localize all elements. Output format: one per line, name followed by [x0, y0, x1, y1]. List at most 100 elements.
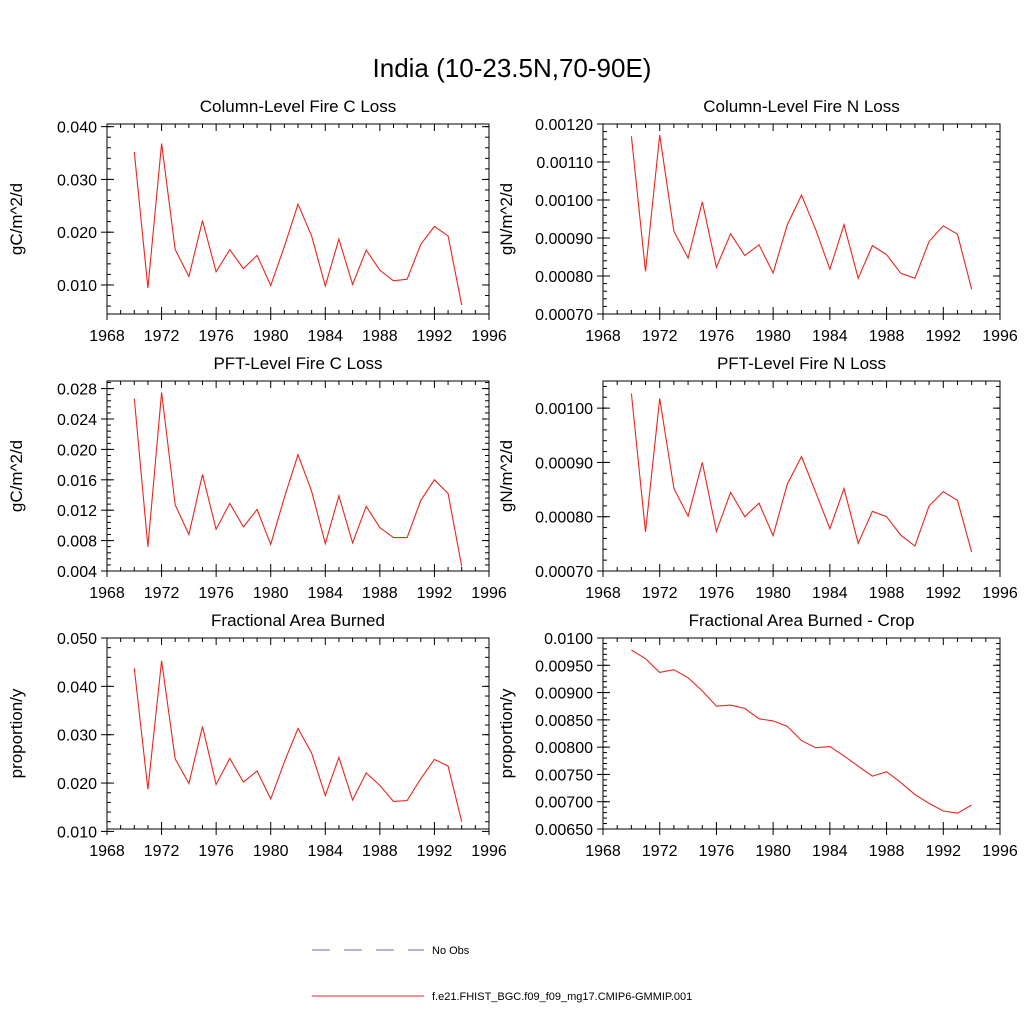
x-tick-label: 1992 — [925, 585, 961, 602]
y-tick-label: 0.00070 — [535, 564, 593, 581]
x-tick-label: 1976 — [198, 843, 234, 860]
panel-title: Fractional Area Burned — [211, 611, 385, 630]
x-tick-label: 1984 — [812, 328, 848, 345]
panel-title: PFT-Level Fire N Loss — [717, 354, 886, 373]
series-line — [133, 143, 463, 306]
series-line — [630, 393, 973, 553]
series-line — [630, 134, 973, 290]
y-tick-label: 0.008 — [57, 534, 97, 551]
x-tick-label: 1976 — [198, 585, 234, 602]
panel-2: Column-Level Fire N Loss gN/m^2/d 1968 1972… — [497, 97, 1018, 345]
x-tick-label: 1980 — [253, 843, 289, 860]
x-tick-label: 1988 — [869, 328, 905, 345]
plot-frame — [602, 637, 1001, 830]
y-tick-label: 0.030 — [57, 172, 97, 189]
plot-frame — [106, 123, 490, 315]
x-tick-label: 1984 — [812, 843, 848, 860]
x-tick-label: 1996 — [982, 328, 1018, 345]
y-axis-label: gC/m^2/d — [7, 440, 26, 512]
series-line — [631, 649, 972, 814]
panels: Column-Level Fire C Loss gC/m^2/d 1968 1972… — [7, 97, 1018, 860]
x-tick-label: 1972 — [144, 328, 180, 345]
x-tick-label: 1980 — [755, 585, 791, 602]
x-tick-label: 1976 — [198, 328, 234, 345]
y-tick-label: 0.00080 — [535, 269, 593, 286]
y-axis-label: gN/m^2/d — [497, 183, 516, 255]
x-tick-label: 1968 — [89, 328, 125, 345]
panel-5: Fractional Area Burned proportion/y 1968 19… — [7, 611, 507, 860]
y-tick-label: 0.00070 — [535, 307, 593, 324]
x-tick-label: 1996 — [471, 585, 507, 602]
y-tick-label: 0.00750 — [535, 767, 593, 784]
plot-frame — [106, 637, 490, 830]
y-axis-label: gN/m^2/d — [497, 440, 516, 512]
y-tick-label: 0.016 — [57, 473, 97, 490]
y-tick-label: 0.00090 — [535, 231, 593, 248]
x-tick-label: 1988 — [362, 328, 398, 345]
x-tick-label: 1968 — [585, 843, 621, 860]
y-tick-label: 0.00110 — [536, 155, 593, 172]
x-tick-label: 1984 — [307, 843, 343, 860]
y-axis-label: proportion/y — [7, 688, 26, 778]
y-tick-label: 0.050 — [57, 631, 97, 648]
y-tick-label: 0.010 — [57, 278, 97, 295]
x-tick-label: 1976 — [699, 328, 735, 345]
x-tick-label: 1980 — [253, 328, 289, 345]
x-tick-label: 1984 — [307, 328, 343, 345]
panel-title: PFT-Level Fire C Loss — [213, 354, 382, 373]
x-tick-label: 1968 — [89, 843, 125, 860]
plot-frame — [106, 380, 490, 572]
x-tick-label: 1976 — [699, 585, 735, 602]
panel-1: Column-Level Fire C Loss gC/m^2/d 1968 1972… — [7, 97, 507, 345]
y-tick-label: 0.040 — [57, 120, 97, 137]
x-tick-label: 1992 — [925, 843, 961, 860]
y-tick-label: 0.030 — [57, 728, 97, 745]
panel-4: PFT-Level Fire N Loss gN/m^2/d 1968 1972 197… — [497, 354, 1018, 602]
x-tick-label: 1992 — [417, 328, 453, 345]
y-tick-label: 0.00700 — [535, 795, 593, 812]
y-tick-label: 0.020 — [57, 442, 97, 459]
x-tick-label: 1972 — [144, 843, 180, 860]
panel-title: Column-Level Fire N Loss — [703, 97, 900, 116]
legend: No Obs f.e21.FHIST_BGC.f09_f09_mg17.CMIP… — [312, 945, 692, 1003]
y-tick-label: 0.00080 — [535, 510, 593, 527]
y-tick-label: 0.00090 — [535, 455, 593, 472]
x-tick-label: 1968 — [89, 585, 125, 602]
legend-label-no-obs: No Obs — [432, 945, 470, 957]
y-tick-label: 0.00120 — [535, 117, 593, 134]
x-tick-label: 1988 — [869, 843, 905, 860]
y-tick-label: 0.010 — [57, 824, 97, 841]
x-tick-label: 1976 — [699, 843, 735, 860]
y-tick-label: 0.012 — [57, 503, 97, 520]
y-tick-label: 0.00900 — [535, 686, 593, 703]
y-tick-label: 0.020 — [57, 776, 97, 793]
x-tick-label: 1996 — [471, 328, 507, 345]
y-tick-label: 0.004 — [57, 564, 97, 581]
panel-6: Fractional Area Burned - Crop proportion/… — [497, 611, 1018, 860]
x-tick-label: 1992 — [925, 328, 961, 345]
y-tick-label: 0.040 — [57, 679, 97, 696]
x-tick-label: 1988 — [869, 585, 905, 602]
x-tick-label: 1992 — [417, 843, 453, 860]
y-tick-label: 0.00800 — [535, 740, 593, 757]
panel-title: Fractional Area Burned - Crop — [689, 611, 915, 630]
series-line — [133, 392, 463, 567]
series-line — [133, 660, 463, 822]
x-tick-label: 1980 — [253, 585, 289, 602]
x-tick-label: 1968 — [585, 328, 621, 345]
y-tick-label: 0.00100 — [535, 401, 593, 418]
y-tick-label: 0.00100 — [535, 193, 593, 210]
y-tick-label: 0.00950 — [535, 658, 593, 675]
x-tick-label: 1972 — [642, 843, 678, 860]
plot-frame — [602, 380, 1001, 572]
panel-title: Column-Level Fire C Loss — [200, 97, 397, 116]
x-tick-label: 1992 — [417, 585, 453, 602]
legend-label-model: f.e21.FHIST_BGC.f09_f09_mg17.CMIP6-GMMIP… — [432, 991, 692, 1003]
x-tick-label: 1980 — [755, 328, 791, 345]
y-axis-label: proportion/y — [497, 688, 516, 778]
x-tick-label: 1984 — [307, 585, 343, 602]
x-tick-label: 1996 — [471, 843, 507, 860]
x-tick-label: 1968 — [585, 585, 621, 602]
